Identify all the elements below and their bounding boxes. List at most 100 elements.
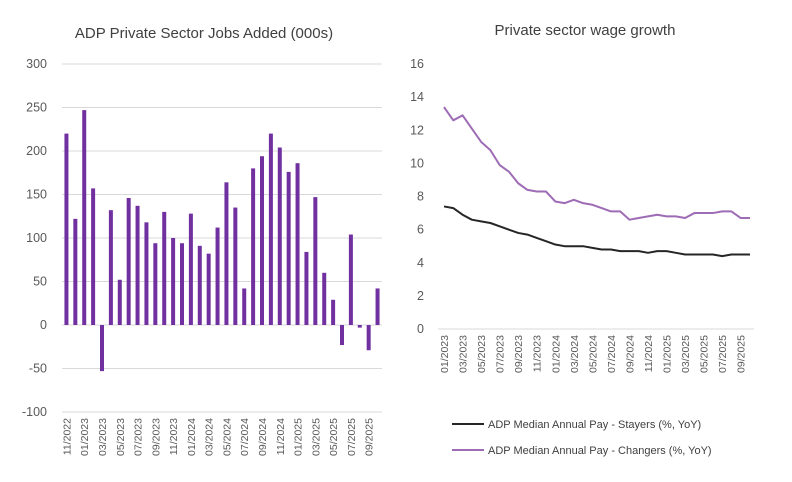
wage-x-tick-label: 07/2023	[495, 335, 507, 373]
wage-y-axis: 0 2 4 6 8 10 12 14 16	[410, 57, 424, 336]
jobs-bar	[108, 210, 113, 325]
jobs-x-tick-label: 05/2023	[115, 418, 127, 456]
jobs-x-axis: 11/2022 01/2023 03/2023 05/2023 07/2023 09/20…	[61, 418, 375, 456]
jobs-bar	[171, 238, 176, 325]
wage-y-tick-label: 8	[417, 190, 424, 204]
jobs-bar	[91, 188, 96, 325]
jobs-y-tick-label: 200	[26, 144, 47, 158]
wage-line-chart: Private sector wage growth 0 2 4 6 8 10 12 14 16…	[410, 22, 754, 457]
jobs-bar	[162, 211, 167, 325]
jobs-x-tick-label: 05/2025	[328, 418, 340, 456]
wage-x-tick-label: 07/2025	[717, 335, 729, 373]
jobs-bar	[277, 147, 282, 325]
jobs-y-tick-label: 0	[40, 318, 47, 332]
changers-legend-label: ADP Median Annual Pay - Changers (%, YoY…	[488, 445, 712, 457]
jobs-bar	[224, 182, 229, 325]
wage-series-lines	[443, 106, 750, 258]
wage-x-tick-label: 05/2023	[476, 335, 488, 373]
jobs-x-tick-label: 09/2025	[364, 418, 376, 456]
jobs-x-tick-label: 11/2024	[275, 418, 287, 455]
wage-x-tick-label: 01/2023	[439, 335, 451, 373]
wage-y-tick-label: 10	[410, 156, 424, 170]
jobs-x-tick-label: 09/2024	[257, 418, 269, 456]
jobs-bar	[331, 299, 336, 325]
stayers-series-line	[443, 205, 750, 258]
jobs-bar	[304, 251, 309, 325]
wage-x-tick-label: 09/2025	[736, 335, 748, 373]
wage-y-tick-label: 12	[410, 123, 424, 137]
jobs-x-tick-label: 05/2024	[221, 418, 233, 456]
jobs-y-tick-label: 100	[26, 231, 47, 245]
jobs-x-tick-label: 03/2023	[97, 418, 109, 456]
jobs-bar	[100, 325, 104, 372]
jobs-bar	[188, 213, 193, 325]
jobs-y-tick-label: 300	[26, 57, 47, 71]
jobs-bar	[348, 234, 353, 325]
wage-chart-title: Private sector wage growth	[495, 22, 676, 39]
jobs-x-tick-label: 03/2025	[310, 418, 322, 456]
jobs-y-tick-label: -50	[29, 362, 47, 376]
wage-y-tick-label: 16	[410, 57, 424, 71]
wage-x-tick-label: 03/2024	[569, 335, 581, 373]
jobs-x-tick-label: 07/2024	[239, 418, 251, 456]
jobs-x-tick-label: 09/2023	[150, 418, 162, 456]
jobs-bar	[206, 253, 211, 325]
wage-y-tick-label: 0	[417, 322, 424, 336]
wage-x-tick-label: 05/2024	[587, 335, 599, 373]
jobs-bar	[73, 218, 78, 325]
wage-x-tick-label: 07/2024	[606, 335, 618, 373]
jobs-bar	[242, 288, 247, 325]
jobs-y-axis: -100 -50 0 50 100 150 200 250 300	[22, 57, 47, 419]
jobs-bar	[82, 110, 87, 325]
jobs-y-tick-label: 250	[26, 101, 47, 115]
jobs-bar	[233, 207, 238, 325]
jobs-bar	[366, 325, 371, 351]
wage-x-tick-label: 03/2023	[458, 335, 470, 373]
jobs-y-tick-label: 50	[33, 275, 47, 289]
jobs-bar	[260, 156, 264, 325]
wage-y-tick-label: 2	[417, 289, 424, 303]
jobs-x-tick-label: 01/2025	[293, 418, 305, 456]
jobs-bars	[64, 110, 380, 372]
jobs-bar	[286, 171, 291, 325]
wage-x-tick-label: 11/2023	[532, 335, 544, 372]
jobs-x-tick-label: 07/2023	[133, 418, 145, 456]
jobs-x-tick-label: 11/2022	[61, 418, 73, 455]
wage-x-axis: 01/2023 03/2023 05/2023 07/2023 09/2023 11/20…	[439, 335, 748, 373]
wage-x-tick-label: 01/2025	[662, 335, 674, 373]
jobs-bar-chart: ADP Private Sector Jobs Added (000s) -10…	[22, 25, 382, 456]
jobs-bar	[117, 279, 122, 325]
jobs-bar	[357, 325, 362, 328]
jobs-bar	[153, 243, 158, 325]
jobs-x-tick-label: 11/2023	[168, 418, 180, 455]
stayers-legend-label: ADP Median Annual Pay - Stayers (%, YoY)	[488, 419, 701, 431]
jobs-bar	[64, 133, 69, 325]
jobs-chart-title: ADP Private Sector Jobs Added (000s)	[75, 25, 333, 42]
jobs-y-tick-label: -100	[22, 405, 47, 419]
jobs-x-tick-label: 01/2024	[186, 418, 198, 456]
jobs-bar	[197, 245, 202, 325]
jobs-bar	[375, 288, 380, 325]
wage-x-tick-label: 01/2024	[550, 335, 562, 373]
jobs-x-tick-label: 07/2025	[346, 418, 358, 456]
wage-y-tick-label: 6	[417, 223, 424, 237]
jobs-bar	[180, 243, 184, 325]
wage-x-tick-label: 09/2023	[513, 335, 525, 373]
jobs-bar	[215, 227, 220, 325]
jobs-gridlines	[62, 63, 382, 413]
jobs-bar	[144, 222, 149, 325]
jobs-bar	[340, 325, 344, 346]
jobs-bar	[322, 272, 327, 325]
changers-series-line	[443, 106, 750, 221]
wage-x-tick-label: 05/2025	[699, 335, 711, 373]
wage-y-tick-label: 14	[410, 90, 424, 104]
jobs-y-tick-label: 150	[26, 188, 47, 202]
jobs-bar	[295, 163, 300, 325]
jobs-bar	[268, 133, 273, 325]
jobs-x-tick-label: 01/2023	[79, 418, 91, 456]
jobs-bar	[251, 168, 256, 325]
jobs-bar	[135, 205, 140, 325]
jobs-bar	[313, 197, 318, 325]
jobs-x-tick-label: 03/2024	[204, 418, 216, 456]
